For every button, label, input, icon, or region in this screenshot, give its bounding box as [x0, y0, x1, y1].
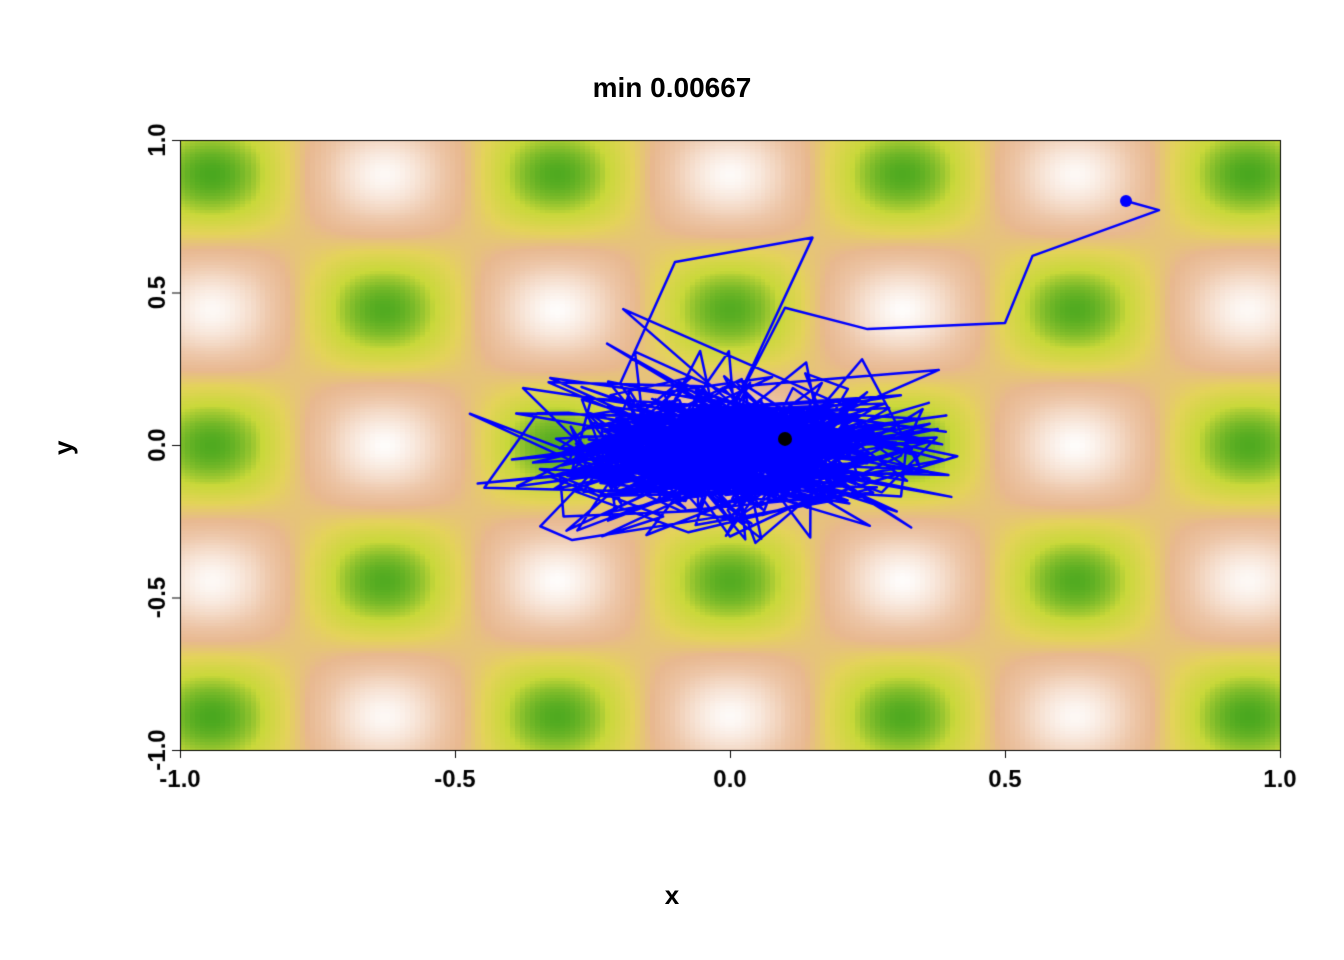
- x-axis-label: x: [0, 880, 1344, 911]
- y-axis-label: y: [48, 441, 79, 455]
- chart-title: min 0.00667: [0, 72, 1344, 104]
- plot-canvas: [0, 0, 1344, 960]
- chart-container: min 0.00667 x y: [0, 0, 1344, 960]
